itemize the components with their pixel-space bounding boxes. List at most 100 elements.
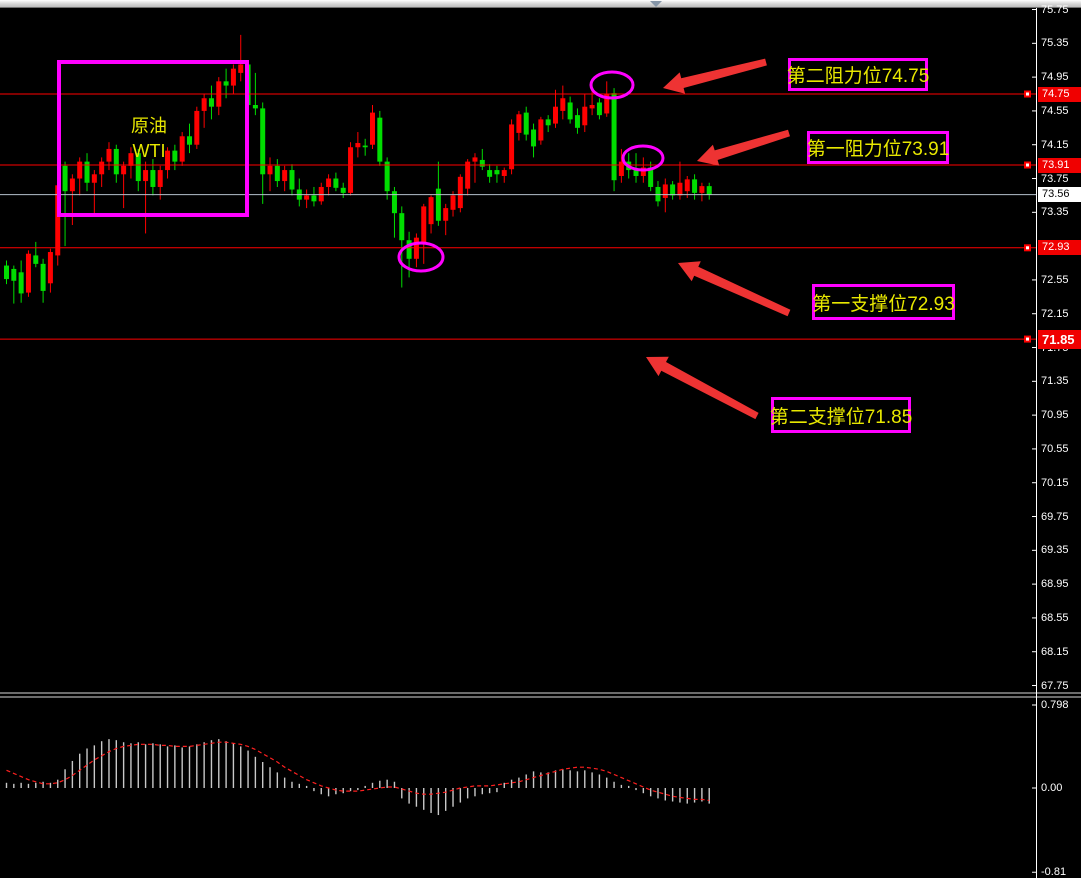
candle-bear <box>406 240 412 259</box>
candle-bull <box>238 64 244 73</box>
candle-bear <box>84 161 90 183</box>
candle-bull <box>194 110 200 145</box>
candle-bear <box>333 178 339 188</box>
highlight-rectangle[interactable] <box>57 60 249 217</box>
line-handle-center <box>1026 163 1029 167</box>
candle-bull <box>582 106 588 126</box>
price-tick-label: 68.55 <box>1041 611 1069 624</box>
candle-bull <box>282 170 288 182</box>
candle-bear <box>311 195 317 202</box>
candle-bull <box>604 94 610 114</box>
candle-bull <box>179 136 185 162</box>
candle-bull <box>143 170 149 182</box>
chart-top-scrollbar[interactable] <box>0 0 1081 8</box>
candle-bear <box>648 167 654 187</box>
candle-bear <box>172 150 178 162</box>
candle-bull <box>267 165 273 175</box>
candle-bear <box>4 265 9 280</box>
candle-bear <box>260 108 266 175</box>
highlight-ellipse[interactable] <box>589 70 635 100</box>
candle-bear <box>62 165 68 192</box>
candle-bear <box>670 184 676 196</box>
candle-bull <box>370 112 375 145</box>
candle-bear <box>40 263 46 291</box>
macd-tick-label: 0.00 <box>1041 782 1063 794</box>
candle-bear <box>611 93 617 181</box>
candle-bear <box>531 129 537 147</box>
price-tick-label: 70.15 <box>1041 476 1069 489</box>
candle-bull <box>472 157 478 162</box>
price-tick-label: 69.75 <box>1041 510 1069 523</box>
level-price-badge: 74.75 <box>1038 86 1081 102</box>
price-tick-label: 73.35 <box>1041 206 1069 219</box>
candle-bull <box>77 161 83 179</box>
candle-bull <box>165 150 171 171</box>
candle-bull <box>509 124 515 170</box>
annotation-arrow[interactable] <box>646 356 759 420</box>
candle-bear <box>706 186 712 195</box>
candle-bull <box>121 165 127 175</box>
candle-bear <box>391 191 397 214</box>
candle-bull <box>699 186 705 193</box>
candle-bull <box>421 206 427 244</box>
candle-bear <box>18 272 24 294</box>
price-tick-label: 73.75 <box>1041 172 1069 185</box>
annotation-resistance-2[interactable]: 第二阻力位74.75 <box>787 58 929 91</box>
candle-bull <box>538 119 544 141</box>
candle-bear <box>150 170 156 187</box>
candle-bear <box>252 105 258 109</box>
candle-bear <box>33 255 39 264</box>
macd-tick-label: -0.81 <box>1041 866 1067 878</box>
candle-bull <box>106 148 112 162</box>
candle-bear <box>135 153 141 182</box>
candle-bull <box>355 143 361 148</box>
macd-signal-line <box>6 741 710 802</box>
annotation-support-2[interactable]: 第二支撑位71.85 <box>770 397 912 433</box>
candle-bull <box>128 153 134 166</box>
candle-bull <box>450 195 456 210</box>
price-tick-label: 72.15 <box>1041 307 1069 320</box>
annotation-arrow[interactable] <box>678 261 791 317</box>
candle-bear <box>208 98 214 107</box>
level-price-badge: 72.93 <box>1038 240 1081 256</box>
candle-bear <box>11 268 17 281</box>
annotation-arrow[interactable] <box>697 129 790 166</box>
candle-bull <box>55 185 61 256</box>
symbol-name: 原油 <box>131 116 167 136</box>
candle-bull <box>428 197 434 225</box>
candle-bull <box>640 167 646 176</box>
price-tick-label: 69.35 <box>1041 544 1069 557</box>
candle-bear <box>494 170 500 175</box>
price-tick-label: 75.75 <box>1041 3 1069 16</box>
candle-bull <box>47 252 53 284</box>
price-tick-label: 68.15 <box>1041 645 1069 658</box>
candle-bear <box>479 159 485 167</box>
annotation-support-1[interactable]: 第一支撑位72.93 <box>812 284 955 320</box>
candle-bull <box>677 182 683 196</box>
candle-bear <box>567 102 573 120</box>
candle-bull <box>465 161 471 189</box>
candle-bear <box>362 145 368 148</box>
price-tick-label: 75.35 <box>1041 37 1069 50</box>
candle-bull <box>589 105 595 109</box>
price-tick-label: 67.75 <box>1041 679 1069 692</box>
level-price-badge: 71.85 <box>1038 329 1081 349</box>
chart-shift-marker-icon[interactable] <box>650 1 662 7</box>
price-tick-label: 74.15 <box>1041 138 1069 151</box>
annotation-resistance-1[interactable]: 第一阻力位73.91 <box>807 131 949 164</box>
candle-bull <box>326 178 332 187</box>
candle-bear <box>223 81 229 86</box>
current-price-badge: 73.56 <box>1038 187 1081 203</box>
candle-bull <box>553 106 558 124</box>
highlight-ellipse[interactable] <box>621 144 665 172</box>
annotation-arrow[interactable] <box>663 58 767 94</box>
price-tick-label: 68.95 <box>1041 578 1069 591</box>
candle-bear <box>274 165 280 182</box>
candle-bear <box>384 161 390 192</box>
candle-bear <box>289 170 295 190</box>
highlight-ellipse[interactable] <box>397 241 445 273</box>
price-tick-label: 74.55 <box>1041 104 1069 117</box>
price-tick-label: 70.55 <box>1041 442 1069 455</box>
